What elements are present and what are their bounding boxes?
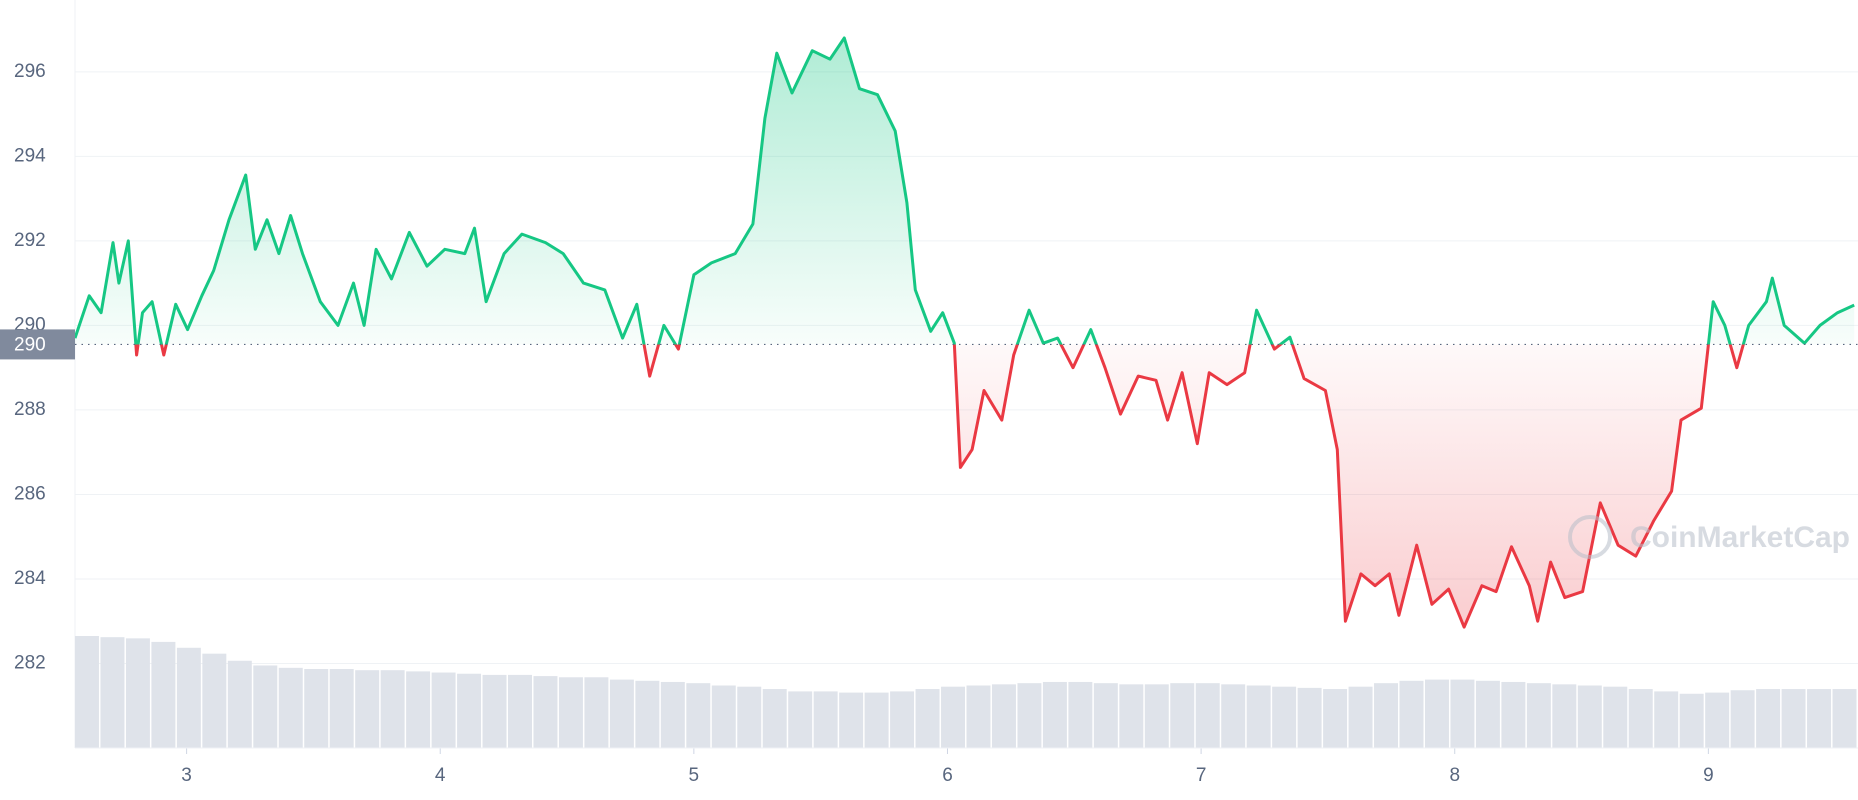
volume-bar <box>1068 681 1093 748</box>
volume-bar <box>1221 684 1246 748</box>
volume-bar <box>227 660 252 748</box>
volume-bar <box>1781 689 1806 748</box>
y-tick-label: 284 <box>14 568 46 589</box>
x-tick-label: 7 <box>1196 765 1207 786</box>
volume-bar <box>1526 683 1551 748</box>
volume-bar <box>125 638 150 748</box>
volume-bar <box>609 679 634 748</box>
volume-bar <box>890 691 915 748</box>
volume-bar <box>1119 684 1144 748</box>
volume-bar <box>1042 681 1067 748</box>
volume-bar <box>966 685 991 748</box>
watermark-logo <box>1568 515 1612 559</box>
x-tick-label: 5 <box>689 765 700 786</box>
volume-bar <box>1399 680 1424 748</box>
volume-bar <box>1628 689 1653 748</box>
x-tick-label: 4 <box>435 765 446 786</box>
volume-bar <box>1374 683 1399 748</box>
y-tick-label: 286 <box>14 483 46 504</box>
volume-bar <box>711 685 736 748</box>
volume-bar <box>508 674 532 748</box>
volume-bar <box>1501 681 1526 748</box>
price-line <box>73 36 1855 629</box>
volume-bar <box>151 641 176 748</box>
volume-bar <box>1093 683 1118 748</box>
y-tick-label: 282 <box>14 652 46 673</box>
x-tick-label: 9 <box>1703 765 1714 786</box>
y-tick-label: 288 <box>14 399 46 420</box>
volume-bar <box>1807 689 1832 748</box>
volume-bar <box>533 676 558 748</box>
volume-bar <box>813 691 838 748</box>
watermark: CoinMarketCap <box>1568 515 1850 559</box>
volume-bar <box>457 673 482 748</box>
volume-bar <box>788 691 813 748</box>
volume-bar <box>1679 693 1704 748</box>
volume-bar <box>1577 685 1602 748</box>
volume-bar <box>1450 679 1475 748</box>
volume-bar <box>1552 684 1577 748</box>
y-tick-label: 294 <box>14 145 46 166</box>
volume-bar <box>1144 684 1169 748</box>
volume-bar <box>584 677 609 748</box>
volume-bar <box>864 692 889 748</box>
volume-bar <box>329 669 354 748</box>
volume-bar <box>202 653 227 748</box>
volume-bar <box>355 670 380 748</box>
x-tick-label: 3 <box>181 765 192 786</box>
volume-bar <box>839 692 864 748</box>
volume-bar <box>431 672 456 748</box>
price-area <box>75 38 1855 628</box>
volume-bar <box>1297 687 1322 748</box>
volume-bar <box>941 686 965 748</box>
volume-bar <box>1246 685 1271 748</box>
y-tick-label: 292 <box>14 230 46 251</box>
volume-bar <box>991 684 1016 748</box>
volume-bar <box>635 680 660 748</box>
volume-bar <box>75 636 99 748</box>
volume-bar <box>380 670 405 748</box>
volume-bar <box>100 637 125 748</box>
volume-bar <box>558 677 583 748</box>
watermark-text: CoinMarketCap <box>1630 521 1850 554</box>
volume-bar <box>176 647 201 748</box>
volume-bar <box>1170 683 1195 748</box>
volume-bar <box>762 689 787 748</box>
volume-bar <box>686 683 711 748</box>
volume-bar <box>1475 680 1500 748</box>
volume-bar <box>737 686 762 748</box>
baseline-label: 290 <box>14 334 46 355</box>
volume-bar <box>1424 679 1449 748</box>
volume-bar <box>1323 689 1348 748</box>
y-tick-label: 296 <box>14 61 46 82</box>
volume-bar <box>915 689 940 748</box>
volume-bar <box>406 671 431 748</box>
volume-bar <box>304 669 329 748</box>
volume-bar <box>482 674 507 748</box>
volume-bar <box>1832 689 1857 748</box>
volume-bar <box>1348 686 1373 748</box>
volume-bar <box>1017 683 1042 748</box>
volume-bar <box>1756 689 1781 748</box>
x-tick-label: 6 <box>942 765 953 786</box>
volume-bar <box>1272 686 1297 748</box>
volume-bar <box>660 681 685 748</box>
x-tick-label: 8 <box>1449 765 1460 786</box>
volume-bar <box>1603 686 1628 748</box>
volume-bar <box>1654 691 1679 748</box>
volume-bar <box>1730 690 1755 748</box>
volume-bar <box>278 667 303 748</box>
volume-bar <box>1705 692 1730 748</box>
baseline-label-box <box>0 329 75 360</box>
volume-bar <box>1195 683 1220 748</box>
volume-bar <box>253 665 278 748</box>
